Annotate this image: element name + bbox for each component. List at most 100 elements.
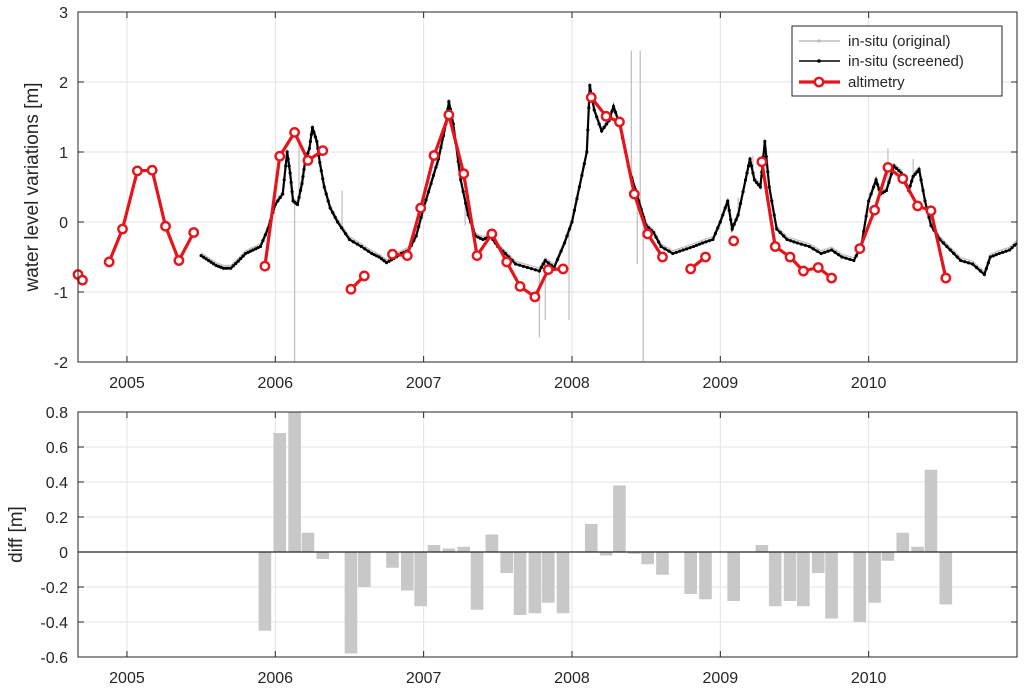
screened-point [723, 206, 727, 210]
screened-point [763, 139, 767, 144]
screened-point [663, 247, 667, 251]
screened-point [322, 185, 326, 189]
screened-point [236, 259, 240, 263]
altimetry-point [117, 223, 128, 235]
screened-point [256, 246, 260, 250]
altimetry-point [358, 270, 370, 282]
screened-point [263, 233, 268, 237]
screened-point [414, 234, 418, 238]
screened-point [766, 170, 770, 174]
screened-point [331, 211, 335, 215]
screened-point [281, 192, 285, 196]
screened-point [426, 190, 431, 194]
screened-point [556, 257, 560, 261]
screened-point [377, 255, 381, 259]
screened-point [419, 215, 423, 219]
screened-point [778, 230, 782, 235]
screened-point [726, 199, 730, 203]
screened-point [541, 262, 545, 266]
diff-bar [896, 532, 910, 552]
screened-point [244, 251, 248, 256]
screened-point [1004, 249, 1008, 253]
screened-point [921, 188, 925, 193]
screened-point [429, 181, 433, 186]
altimetry-point [471, 250, 483, 262]
screened-point [585, 150, 589, 154]
x-tick-label: 2009 [703, 670, 739, 687]
altimetry-point [259, 260, 271, 272]
screened-point [543, 258, 547, 263]
screened-point [654, 235, 658, 239]
screened-point [874, 178, 878, 182]
screened-point [315, 139, 319, 144]
screened-point [707, 239, 712, 243]
screened-point [226, 266, 230, 270]
altimetry-point [542, 264, 554, 275]
screened-point [917, 167, 921, 172]
screened-point [982, 272, 986, 277]
screened-point [307, 146, 312, 151]
x-tick-label: 2005 [109, 670, 145, 687]
diff-bar [768, 552, 782, 607]
screened-point [278, 195, 282, 200]
screened-point [319, 169, 323, 173]
diff-bar [357, 552, 371, 587]
screened-point [537, 269, 541, 273]
screened-point [308, 139, 313, 144]
screened-point [439, 145, 443, 149]
screened-point [286, 157, 290, 161]
screened-point [716, 226, 720, 230]
screened-point [697, 242, 702, 246]
screened-point [246, 250, 250, 254]
screened-point [321, 177, 325, 181]
screened-point [811, 247, 815, 251]
altimetry-point [131, 165, 143, 177]
screened-point [380, 257, 384, 261]
x-tick-label: 2007 [406, 375, 442, 392]
x-tick-label: 2010 [851, 670, 887, 687]
altimetry-point [557, 263, 569, 275]
screened-point [681, 248, 685, 252]
altimetry-point [317, 145, 329, 157]
screened-point [692, 244, 696, 249]
diff-bar [641, 552, 654, 565]
diff-bar [911, 546, 924, 552]
diff-bar [344, 552, 358, 654]
bottom-axes-box [77, 411, 1018, 658]
y-tick-label: 0.6 [46, 440, 68, 457]
screened-point [970, 262, 975, 266]
screened-point [214, 263, 218, 267]
diff-bar [811, 552, 825, 573]
screened-point [848, 257, 852, 261]
screened-point [326, 199, 330, 203]
screened-point [211, 262, 216, 266]
diff-bar [442, 548, 456, 552]
screened-point [913, 172, 917, 176]
screened-point [923, 199, 927, 203]
screened-point [481, 237, 485, 242]
screened-point [659, 244, 663, 249]
y-tick-label: 0.4 [46, 475, 68, 492]
diff-bar [613, 485, 626, 552]
altimetry-point [188, 227, 200, 238]
screened-point [685, 247, 689, 251]
screened-point [324, 192, 328, 196]
screened-point [539, 265, 543, 270]
screened-point [732, 222, 736, 226]
y-tick-label: -0.2 [40, 580, 68, 597]
screened-point [919, 178, 923, 182]
screened-point [229, 266, 233, 270]
legend-label: in-situ (screened) [848, 53, 964, 70]
altimetry-point [600, 110, 612, 122]
screened-point [387, 259, 391, 263]
altimetry-point [387, 248, 398, 260]
y-tick-label: -1 [54, 285, 68, 302]
diff-bar [627, 552, 641, 554]
diff-bar [924, 469, 938, 552]
altimetry-point [642, 228, 654, 240]
screened-point [952, 251, 956, 256]
diff-bar [401, 552, 414, 591]
screened-point [447, 100, 451, 104]
screened-point [580, 173, 584, 177]
